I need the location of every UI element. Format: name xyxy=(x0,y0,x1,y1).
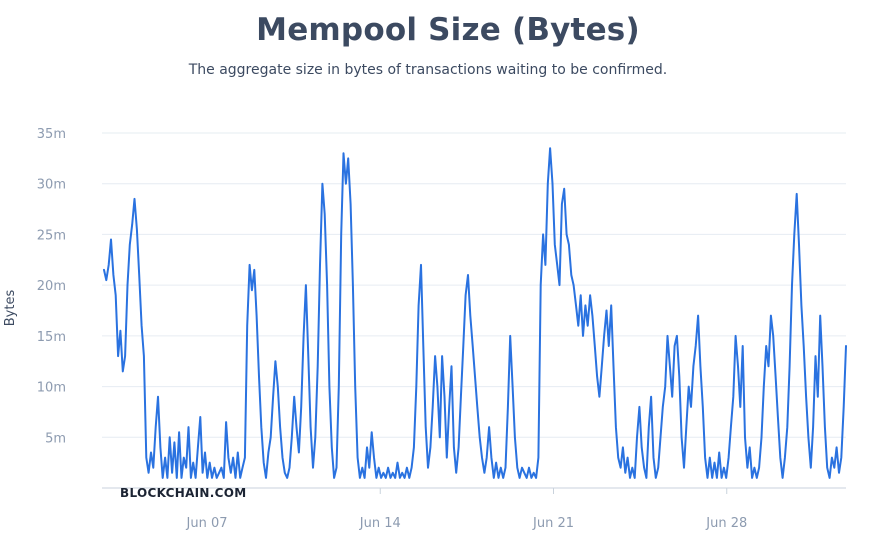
y-tick-label: 20m xyxy=(37,279,66,294)
blockchain-watermark: BLOCKCHAIN.COM xyxy=(120,486,247,500)
series-line-mempool-size[interactable] xyxy=(103,147,847,479)
y-tick-label: 15m xyxy=(37,330,66,345)
y-axis-label: Bytes xyxy=(3,290,18,327)
y-tick-label: 30m xyxy=(37,178,66,193)
y-axis-ticks: 5m 10m 15m 20m 25m 30m 35m xyxy=(37,127,66,446)
y-tick-label: 25m xyxy=(37,228,66,243)
y-tick-label: 35m xyxy=(37,127,66,142)
x-tick-label: Jun 14 xyxy=(359,516,401,531)
y-tick-label: 5m xyxy=(45,431,66,446)
x-tick-label: Jun 28 xyxy=(705,516,747,531)
x-tick-label: Jun 21 xyxy=(532,516,574,531)
chart-subtitle: The aggregate size in bytes of transacti… xyxy=(188,62,668,78)
y-tick-label: 10m xyxy=(37,381,66,396)
x-axis-ticks: Jun 07 Jun 14 Jun 21 Jun 28 xyxy=(186,488,747,531)
x-tick-label: Jun 07 xyxy=(186,516,228,531)
grid-lines xyxy=(102,132,846,438)
chart-title: Mempool Size (Bytes) xyxy=(256,12,640,48)
